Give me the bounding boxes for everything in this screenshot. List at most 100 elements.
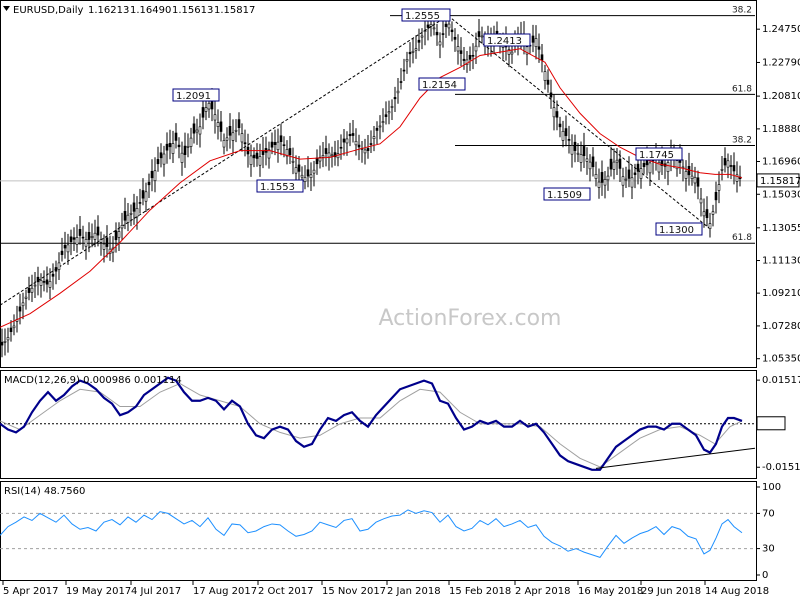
candle-body (396, 90, 400, 94)
candle-body (729, 165, 733, 167)
candle-body (357, 144, 361, 148)
candle-body (381, 121, 385, 123)
candle-body (435, 31, 439, 36)
candle-body (129, 212, 133, 215)
candle-body (444, 23, 448, 27)
level-box (543, 187, 591, 201)
candle-body (459, 50, 463, 54)
candle-body (126, 214, 130, 223)
candle-body (594, 174, 598, 179)
level-label: 1.1553 (260, 182, 295, 193)
candle-body (81, 236, 85, 239)
macd-tick-label: -0.015109 (762, 462, 800, 473)
candle-body (573, 141, 577, 151)
candle-body (138, 202, 142, 204)
candle-body (657, 162, 661, 173)
candle-body (588, 161, 592, 170)
candle-body (393, 97, 397, 100)
price-panel-frame (0, 0, 757, 368)
candle-body (12, 325, 16, 329)
candle-body (270, 141, 274, 148)
candle-body (105, 237, 109, 247)
symbol-label: EURUSD,Daily (13, 5, 84, 16)
level-box (401, 8, 451, 22)
x-tick-label: 2 Oct 2017 (258, 586, 313, 597)
candle-body (183, 145, 187, 155)
candle-body (252, 154, 256, 159)
candle-body (99, 239, 103, 243)
rsi-panel-frame (0, 481, 757, 581)
price-tick-label: 1.05350 (762, 354, 800, 365)
candle-body (198, 126, 202, 135)
candle-body (474, 45, 478, 52)
ohlc-close: 1.15817 (214, 5, 255, 16)
candle-body (87, 231, 91, 240)
watermark: ActionForex.com (379, 306, 562, 331)
candle-body (351, 133, 355, 136)
candle-body (291, 160, 295, 163)
price-tick-label: 1.22790 (762, 57, 800, 68)
candle-body (630, 177, 634, 188)
candle-body (309, 174, 313, 178)
candle-body (42, 281, 46, 283)
macd-line (0, 376, 743, 471)
candle-body (279, 135, 283, 143)
candle-body (204, 107, 208, 112)
price-tick-label: 1.09210 (762, 288, 800, 299)
candle-body (363, 149, 367, 154)
candle-body (723, 158, 727, 166)
candle-body (18, 306, 22, 312)
candle-body (384, 114, 388, 117)
candle-body (480, 35, 484, 38)
candle-body (684, 171, 688, 179)
level-box (172, 88, 220, 102)
candle-body (402, 69, 406, 72)
candle-body (201, 107, 205, 118)
candle-body (150, 170, 154, 179)
candle-body (339, 146, 343, 149)
candle-body (93, 232, 97, 240)
x-tick-label: 2 Jan 2018 (387, 586, 441, 597)
candle-body (300, 174, 304, 178)
candle-body (315, 157, 319, 165)
candle-body (420, 35, 424, 38)
candle-body (237, 119, 241, 128)
candle-body (624, 178, 628, 181)
candle-body (156, 159, 160, 165)
price-layer: 38.2 61.8 38.2 61.8 1.2555 1.2413 1.2154 1.2091… (0, 6, 755, 358)
candle-body (225, 137, 229, 141)
candle-body (597, 181, 601, 188)
rsi-tick-label: 30 (762, 544, 775, 555)
current-price-tag (756, 173, 800, 188)
candle-body (243, 142, 247, 145)
candle-body (333, 152, 337, 158)
ohlc-high: 1.16490 (130, 5, 171, 16)
candle-body (147, 181, 151, 186)
candle-body (21, 302, 25, 307)
level-label: 1.2555 (405, 11, 440, 22)
candle-body (600, 172, 604, 183)
macd-panel-frame (0, 370, 757, 479)
level-label: 1.2154 (422, 80, 457, 91)
macd-signal-line (0, 382, 743, 468)
candle-body (66, 244, 70, 253)
candle-body (303, 177, 307, 182)
candle-body (3, 340, 7, 343)
candle-body (690, 175, 694, 179)
candle-body (123, 211, 127, 221)
candle-body (621, 176, 625, 186)
candle-body (717, 184, 721, 191)
candle-body (531, 35, 535, 43)
candle-body (615, 159, 619, 163)
candle-body (258, 156, 262, 166)
axis-layer: 1.24750 1.22790 1.20810 1.18880 1.16960 1.150… (2, 24, 800, 597)
candle-body (702, 211, 706, 217)
candle-body (192, 123, 196, 134)
candle-body (453, 36, 457, 40)
candle-body (477, 31, 481, 37)
candle-body (228, 125, 232, 136)
candle-body (510, 51, 514, 55)
candle-body (117, 231, 121, 238)
candle-body (354, 140, 358, 146)
dashed-trendline (0, 15, 449, 306)
